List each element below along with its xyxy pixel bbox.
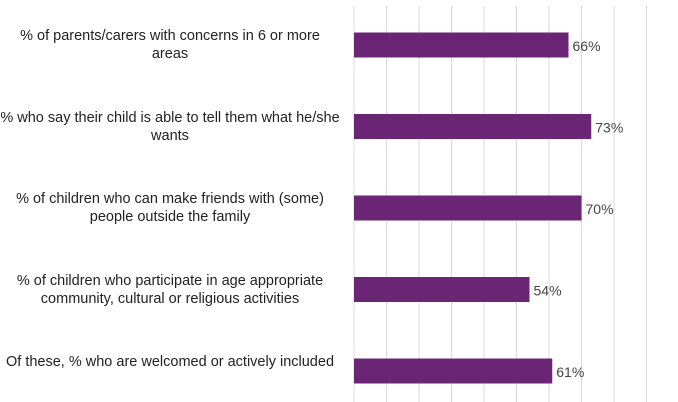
category-label: Of these, % who are welcomed or actively… — [5, 354, 335, 370]
bar — [354, 114, 592, 139]
category-label: % of parents/carers with concerns in 6 o… — [20, 28, 320, 62]
value-label: 70% — [586, 201, 614, 217]
category-label: % who say their child is able to tell th… — [0, 109, 340, 144]
category-label: % of children who can make friends with … — [16, 191, 324, 225]
bar — [354, 277, 530, 302]
value-label: 66% — [573, 38, 601, 54]
value-label: 61% — [556, 364, 584, 380]
bar — [354, 195, 582, 221]
bar — [354, 358, 553, 384]
value-label: 73% — [595, 120, 623, 136]
category-label: % of children who participate in age app… — [16, 272, 324, 307]
bar — [354, 32, 569, 58]
value-label: 54% — [534, 283, 562, 299]
